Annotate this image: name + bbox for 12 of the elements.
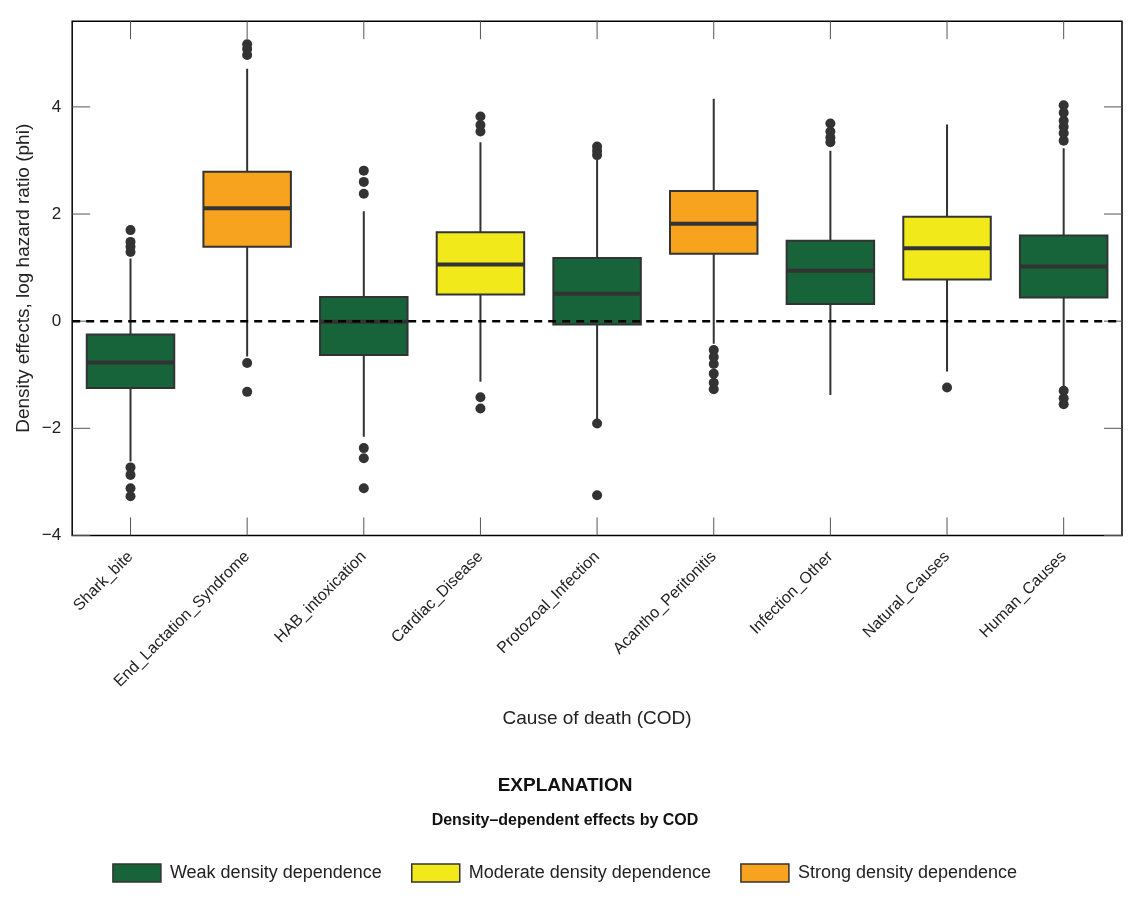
legend-label: Moderate density dependence bbox=[468, 861, 711, 882]
legend-title: EXPLANATION bbox=[497, 773, 633, 795]
y-tick-label: −2 bbox=[41, 417, 62, 437]
x-axis-title: Cause of death (COD) bbox=[502, 706, 692, 728]
y-tick-label: 0 bbox=[51, 310, 62, 330]
y-axis-title: Density effects, log hazard ratio (phi) bbox=[11, 123, 33, 433]
legend-label: Strong density dependence bbox=[797, 861, 1018, 882]
text: Density–dependent effects by COD bbox=[431, 810, 699, 828]
y-tick-label: −4 bbox=[41, 525, 62, 545]
y-tick-label: 4 bbox=[51, 96, 62, 116]
legend-label: Weak density dependence bbox=[169, 861, 382, 882]
y-tick-label: 2 bbox=[51, 203, 62, 223]
